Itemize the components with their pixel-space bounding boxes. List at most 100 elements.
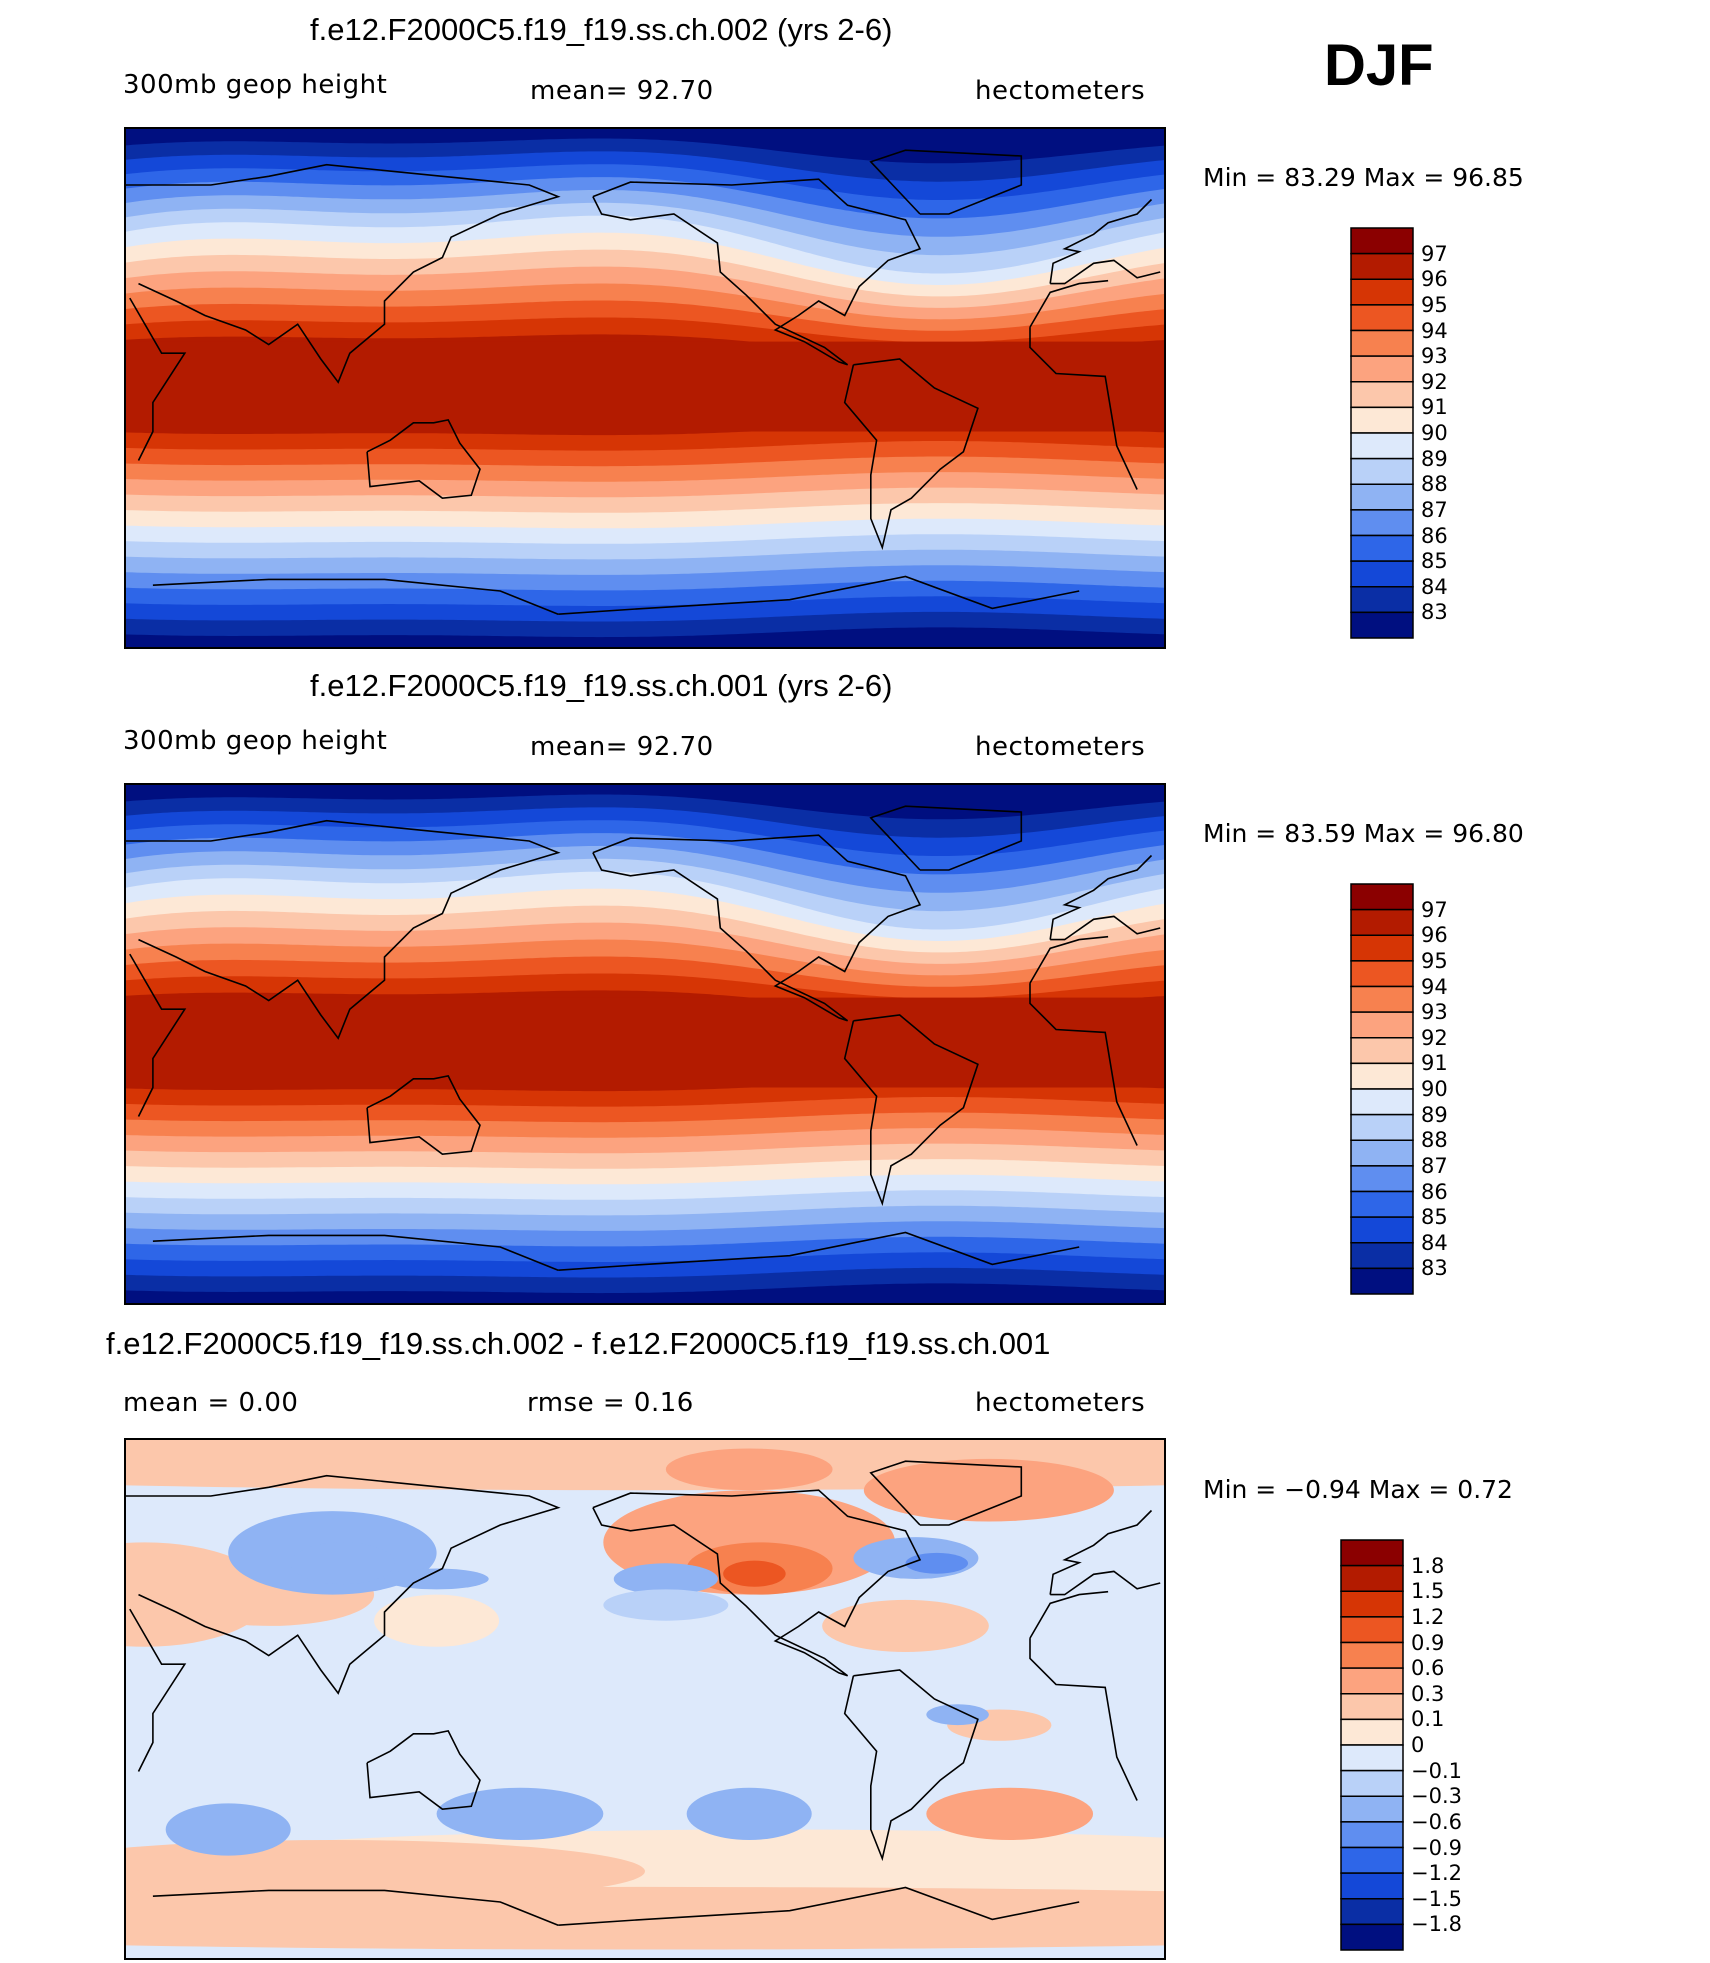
colorbar-swatch	[1350, 483, 1414, 511]
colorbar-swatch	[1350, 304, 1414, 332]
colorbar-swatch	[1350, 960, 1414, 988]
colorbar-swatch	[1350, 278, 1414, 306]
colorbar-swatch	[1350, 1267, 1414, 1295]
contour-map	[124, 783, 1166, 1305]
colorbar-swatch	[1350, 586, 1414, 614]
colorbar-tick-label: 90	[1421, 421, 1448, 445]
coastline	[129, 297, 187, 461]
coastline	[124, 819, 561, 1040]
contour-blob	[926, 1704, 989, 1726]
contour-blob	[822, 1599, 989, 1653]
colorbar-tick-label: 91	[1421, 1051, 1448, 1076]
colorbar-tick-label: 85	[1421, 549, 1448, 574]
contour-blob	[603, 1589, 729, 1621]
contour-map	[124, 127, 1166, 649]
colorbar-tick-label: 83	[1421, 600, 1448, 625]
colorbar-tick-label: 88	[1421, 472, 1448, 497]
colorbar-tick-label: 97	[1421, 241, 1448, 266]
coastline	[558, 1886, 1080, 1926]
coastline	[869, 1460, 1023, 1526]
colorbar-tick-label: 93	[1421, 1000, 1448, 1025]
contour-blob	[290, 1542, 395, 1585]
colorbar-tick-label: 0.9	[1411, 1630, 1445, 1655]
coastline	[1029, 1590, 1109, 1639]
contour-blob	[436, 1787, 604, 1840]
contour-blob	[124, 1886, 1166, 1950]
colorbar-swatch	[1340, 1795, 1404, 1823]
colorbar-swatch	[1340, 1769, 1404, 1797]
coastline	[558, 1231, 1080, 1271]
coastline	[1029, 1638, 1138, 1801]
colorbar-swatch	[1340, 1898, 1404, 1926]
colorbar-tick-label: 95	[1421, 948, 1448, 973]
coastline	[1049, 854, 1153, 940]
colorbar-tick-label: −1.8	[1411, 1912, 1462, 1937]
colorbar-tick-label: 86	[1421, 523, 1448, 548]
colorbar-tick-label: −0.9	[1411, 1835, 1462, 1860]
coastline	[843, 1669, 979, 1862]
coastline	[1050, 915, 1161, 941]
colorbar-tick-label: 87	[1421, 497, 1448, 522]
colorbar-swatch	[1340, 1744, 1404, 1772]
colorbar-tick-label: 92	[1421, 369, 1448, 394]
colorbar-swatch	[1340, 1821, 1404, 1849]
coastline	[152, 578, 559, 615]
colorbar-tick-label: 92	[1421, 1025, 1448, 1050]
coastline	[843, 358, 979, 551]
colorbar-swatch	[1350, 1037, 1414, 1065]
coastline	[1029, 327, 1138, 490]
contour-blob	[374, 1594, 500, 1647]
coastline	[124, 1474, 561, 1695]
colorbar-swatch	[1350, 1165, 1414, 1193]
colorbar-tick-label: 97	[1421, 897, 1448, 922]
coastline	[592, 1489, 922, 1677]
coastline	[366, 418, 481, 500]
colorbar-swatch	[1340, 1718, 1404, 1746]
colorbar-swatch	[1350, 534, 1414, 562]
contour-blob	[905, 1552, 969, 1574]
coastlines	[124, 149, 1161, 615]
colorbar-tick-label: 93	[1421, 344, 1448, 369]
colorbar-swatch	[1350, 560, 1414, 588]
coastline	[152, 1889, 559, 1926]
colorbar-swatch	[1350, 985, 1414, 1013]
colorbar-swatch	[1350, 611, 1414, 639]
panel-title: f.e12.F2000C5.f19_f19.ss.ch.001 (yrs 2-6…	[310, 668, 893, 703]
contour-blob	[926, 1787, 1094, 1840]
min-max-label: Min = −0.94 Max = 0.72	[1203, 1475, 1513, 1504]
colorbar-swatch	[1340, 1923, 1404, 1951]
contour-band	[124, 997, 1166, 1088]
colorbar-swatch	[1350, 1113, 1414, 1141]
colorbar-tick-label: −1.5	[1411, 1886, 1462, 1911]
colorbar-tick-label: −0.1	[1411, 1758, 1462, 1783]
colorbar-tick-label: 95	[1421, 292, 1448, 317]
colorbar-swatch	[1350, 934, 1414, 962]
colorbar-swatches	[1350, 227, 1414, 639]
coastline	[1049, 1509, 1153, 1595]
contour-blob	[686, 1787, 812, 1840]
colorbar-swatch	[1350, 329, 1414, 357]
coastline	[129, 1608, 187, 1772]
units-label: hectometers	[975, 76, 1146, 106]
colorbar-swatch	[1350, 1190, 1414, 1218]
colorbar-swatches	[1350, 883, 1414, 1295]
map-frame	[124, 127, 1166, 649]
coastline	[1029, 935, 1109, 984]
coastline	[129, 953, 187, 1117]
coastline	[366, 1729, 481, 1811]
colorbar-tick-label: 90	[1421, 1077, 1448, 1101]
coastlines	[124, 805, 1161, 1271]
colorbar-tick-label: 87	[1421, 1153, 1448, 1178]
contour-blob	[863, 1458, 1114, 1522]
colorbar-swatch	[1350, 457, 1414, 485]
coastline	[1050, 259, 1161, 285]
colorbar-tick-label: −1.2	[1411, 1861, 1462, 1886]
colorbar-tick-label: 86	[1421, 1179, 1448, 1204]
colorbar-swatches	[1340, 1539, 1404, 1951]
colorbar-tick-label: 0	[1411, 1733, 1425, 1757]
colorbar-swatch	[1350, 252, 1414, 280]
contour-blob	[613, 1563, 718, 1595]
contour-bands	[124, 783, 1166, 1305]
coastline	[366, 1074, 481, 1156]
colorbar-swatch	[1350, 1216, 1414, 1244]
